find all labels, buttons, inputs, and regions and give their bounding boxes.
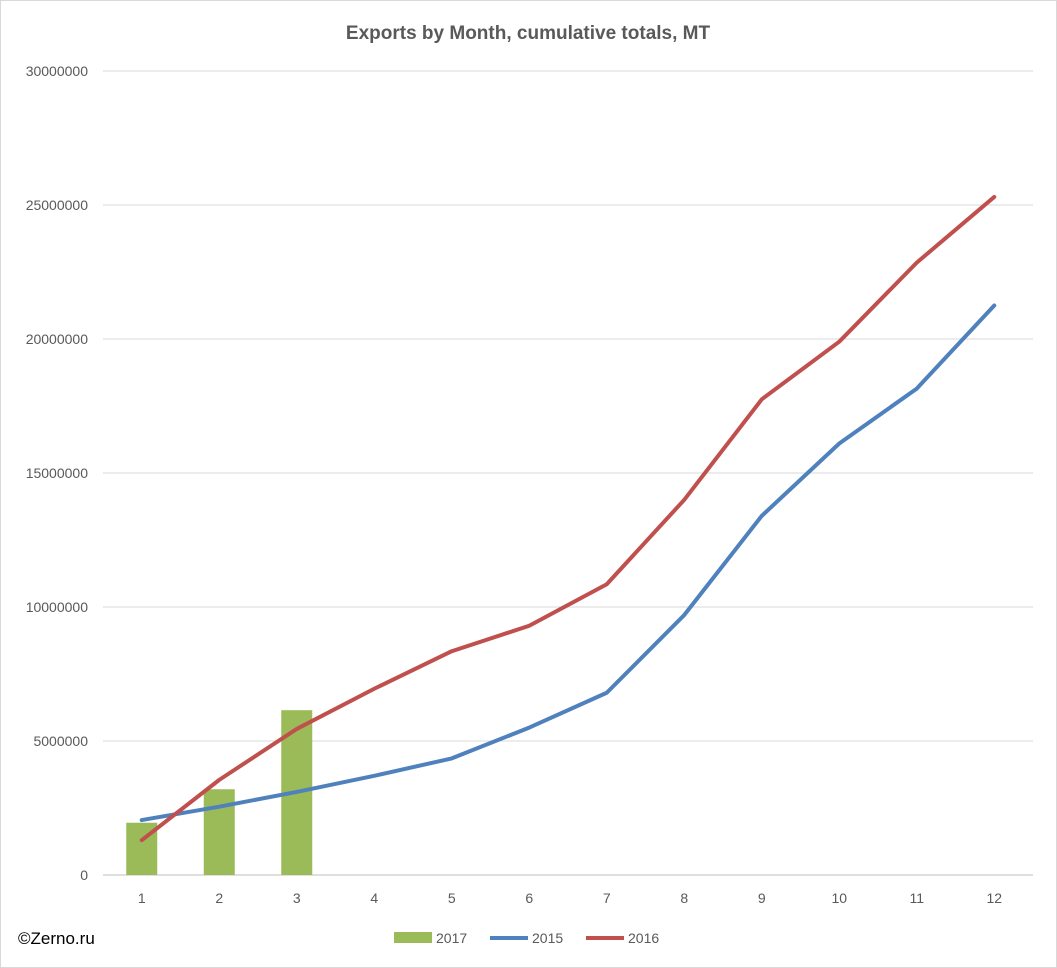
legend-label-2017: 2017 bbox=[436, 930, 467, 946]
chart-title: Exports by Month, cumulative totals, MT bbox=[346, 23, 711, 44]
x-tick-label: 10 bbox=[831, 890, 847, 906]
y-tick-label: 5000000 bbox=[33, 733, 88, 749]
y-tick-label: 20000000 bbox=[26, 331, 89, 347]
x-tick-label: 8 bbox=[680, 890, 688, 906]
x-tick-label: 9 bbox=[758, 890, 766, 906]
y-tick-label: 30000000 bbox=[26, 63, 89, 79]
y-tick-label: 10000000 bbox=[26, 599, 89, 615]
x-tick-label: 4 bbox=[370, 890, 378, 906]
x-tick-label: 2 bbox=[215, 890, 223, 906]
x-tick-label: 12 bbox=[986, 890, 1002, 906]
y-tick-label: 0 bbox=[80, 867, 88, 883]
line-2015 bbox=[139, 303, 997, 823]
legend-label-2015: 2015 bbox=[532, 930, 563, 946]
x-tick-label: 1 bbox=[138, 890, 146, 906]
x-tick-label: 3 bbox=[293, 890, 301, 906]
legend-label-2016: 2016 bbox=[628, 930, 659, 946]
y-axis-ticks: 0 5000000 10000000 15000000 20000000 25000000… bbox=[26, 63, 89, 883]
x-tick-label: 5 bbox=[448, 890, 456, 906]
y-tick-label: 15000000 bbox=[26, 465, 89, 481]
legend-swatch-2017 bbox=[394, 932, 432, 943]
watermark-text: ©Zerno.ru bbox=[18, 929, 95, 948]
x-tick-label: 6 bbox=[525, 890, 533, 906]
legend: 2017 2015 2016 bbox=[394, 930, 659, 946]
y-tick-label: 25000000 bbox=[26, 197, 89, 213]
x-tick-label: 7 bbox=[603, 890, 611, 906]
x-tick-label: 11 bbox=[909, 890, 924, 906]
line-2016 bbox=[139, 194, 997, 843]
x-axis-ticks: 1 2 3 4 5 6 7 8 9 10 11 12 bbox=[138, 890, 1002, 906]
line-series bbox=[139, 194, 997, 843]
bar-2017 bbox=[203, 789, 235, 875]
gridlines bbox=[103, 70, 1033, 876]
